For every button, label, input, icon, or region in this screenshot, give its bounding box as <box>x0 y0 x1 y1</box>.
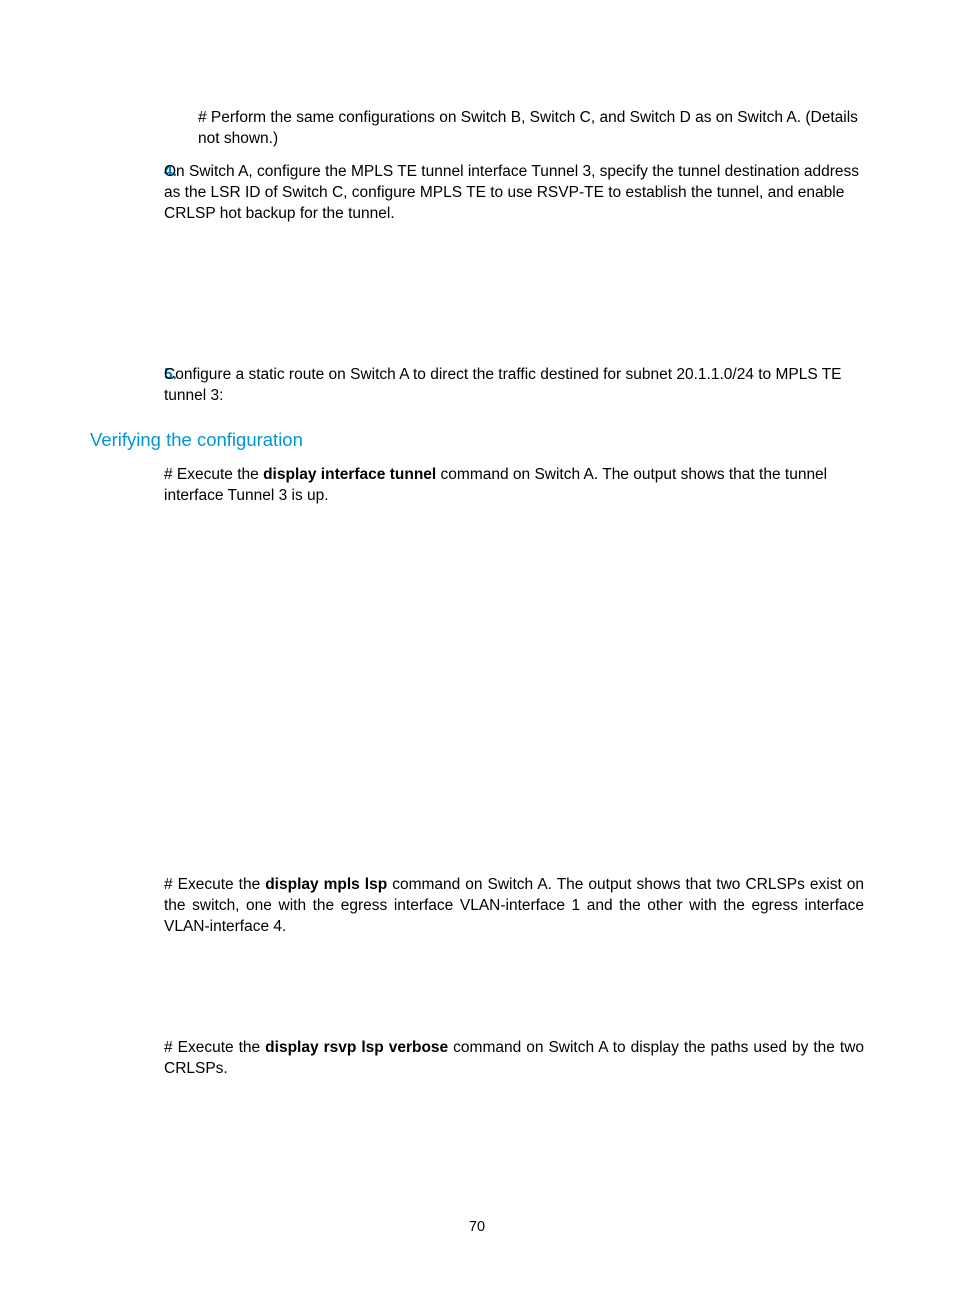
paragraph-display-interface-tunnel: # Execute the display interface tunnel c… <box>164 465 864 507</box>
command-bold-text: display interface tunnel <box>263 466 436 483</box>
heading-verifying-configuration: Verifying the configuration <box>90 428 864 453</box>
text-fragment: # Execute the <box>164 1039 265 1056</box>
paragraph-display-mpls-lsp: # Execute the display mpls lsp command o… <box>164 875 864 938</box>
command-bold-text: display rsvp lsp verbose <box>265 1039 448 1056</box>
page-number: 70 <box>0 1218 954 1238</box>
text-fragment: # Execute the <box>164 466 263 483</box>
vertical-gap <box>90 519 864 875</box>
paragraph-perform-same-config: # Perform the same configurations on Swi… <box>198 108 864 150</box>
page-content-area: # Perform the same configurations on Swi… <box>0 0 954 1080</box>
step-5-number: 5. <box>90 365 164 407</box>
step-4-block: 4. On Switch A, configure the MPLS TE tu… <box>90 162 864 225</box>
vertical-gap <box>90 237 864 365</box>
command-bold-text: display mpls lsp <box>265 876 387 893</box>
step-4-number: 4. <box>90 162 164 225</box>
step-5-block: 5. Configure a static route on Switch A … <box>90 365 864 407</box>
step-4-text: On Switch A, configure the MPLS TE tunne… <box>164 162 864 225</box>
text-fragment: # Execute the <box>164 876 265 893</box>
vertical-gap <box>90 950 864 1038</box>
document-page: # Perform the same configurations on Swi… <box>0 0 954 1296</box>
paragraph-display-rsvp-lsp-verbose: # Execute the display rsvp lsp verbose c… <box>164 1038 864 1080</box>
step-5-text: Configure a static route on Switch A to … <box>164 365 864 407</box>
